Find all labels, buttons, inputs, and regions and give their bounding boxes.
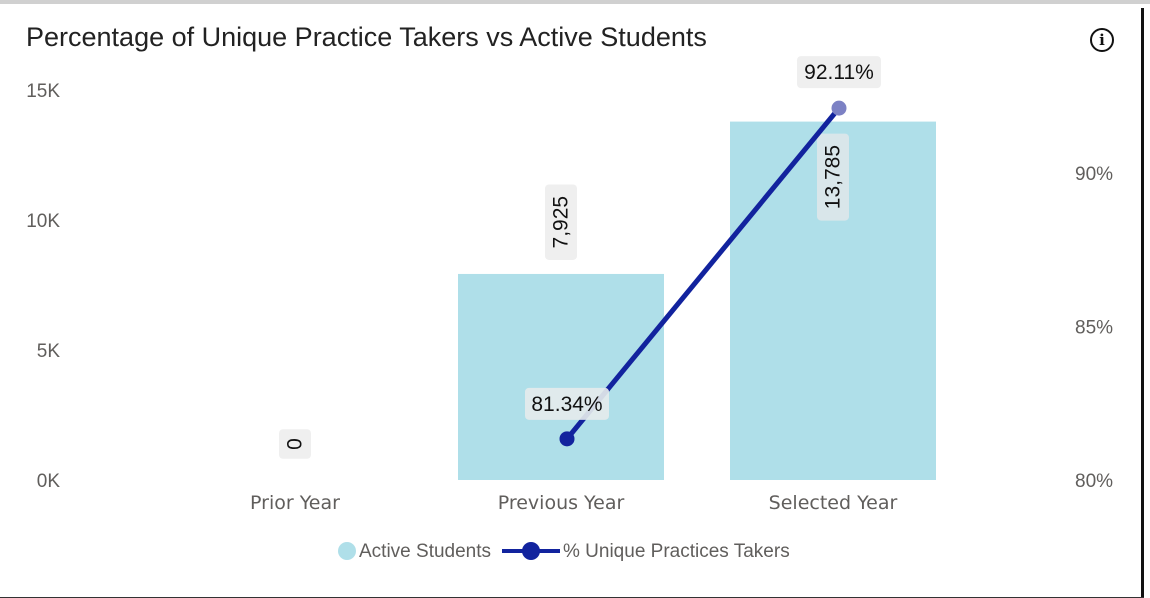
- line-data-label-bg: [797, 56, 881, 89]
- line-data-label: 92.11%: [804, 61, 874, 84]
- x-tick-label: Prior Year: [250, 492, 340, 514]
- y-left-tick-label: 5K: [37, 341, 61, 362]
- bar-data-label: 7,925: [550, 196, 573, 249]
- line-unique-practice-takers[interactable]: [565, 106, 841, 441]
- y-right-tick-label: 80%: [1075, 471, 1113, 492]
- y-left-tick-label: 15K: [26, 81, 60, 102]
- line-data-label-bg: [525, 387, 609, 420]
- y-left-tick-label: 10K: [26, 211, 60, 232]
- legend-marker-point: [522, 542, 540, 560]
- x-tick-label: Previous Year: [498, 492, 625, 514]
- legend-label-active-students: Active Students: [359, 541, 491, 562]
- x-tick-label: Selected Year: [769, 492, 898, 514]
- bar-data-label: 13,785: [822, 145, 845, 209]
- bar-data-label-bg: [545, 184, 577, 260]
- line-point[interactable]: [831, 100, 847, 116]
- right-border: [1141, 8, 1144, 598]
- y-left-tick-label: 0K: [37, 471, 61, 492]
- line-point[interactable]: [559, 431, 575, 447]
- info-icon[interactable]: i: [1090, 28, 1114, 52]
- bar-active-students[interactable]: [458, 273, 664, 480]
- y-right-tick-label: 85%: [1075, 317, 1113, 338]
- y-right-tick-label: 90%: [1075, 164, 1113, 185]
- chart-title: Percentage of Unique Practice Takers vs …: [26, 22, 707, 52]
- legend-marker-active-students: [338, 542, 356, 560]
- legend-label-unique-practice-takers: % Unique Practices Takers: [563, 541, 790, 562]
- combo-chart: 0K 5K 10K 15K 80% 85% 90% Prior Year Previous Ye…: [26, 56, 1113, 562]
- line-data-label: 81.34%: [531, 393, 602, 416]
- bar-data-label-bg: [817, 133, 849, 221]
- bar-data-label-bg: [279, 429, 311, 459]
- bar-data-label: 0: [284, 438, 307, 450]
